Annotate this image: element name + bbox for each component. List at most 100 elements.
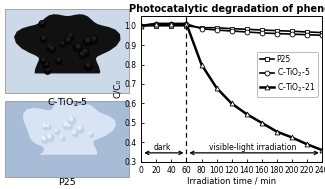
Ellipse shape xyxy=(81,52,84,55)
Ellipse shape xyxy=(45,62,47,65)
Ellipse shape xyxy=(42,136,48,143)
Polygon shape xyxy=(24,98,115,154)
Ellipse shape xyxy=(84,37,92,46)
C-TiO$_2$-5 xyxy=(200,28,203,30)
Ellipse shape xyxy=(42,136,45,140)
Ellipse shape xyxy=(83,49,87,53)
C-TiO$_2$-5 xyxy=(320,34,324,36)
FancyBboxPatch shape xyxy=(6,101,129,177)
Text: dark: dark xyxy=(154,143,171,152)
Ellipse shape xyxy=(73,131,75,133)
C-TiO$_2$-5 xyxy=(275,32,279,35)
Ellipse shape xyxy=(43,124,46,126)
C-TiO$_2$-5 xyxy=(305,34,309,36)
C-TiO$_2$-21 xyxy=(229,102,233,105)
C-TiO$_2$-5 xyxy=(245,31,249,33)
C-TiO$_2$-5 xyxy=(170,23,174,25)
Ellipse shape xyxy=(81,49,89,57)
Ellipse shape xyxy=(61,136,63,138)
Ellipse shape xyxy=(46,67,49,70)
Ellipse shape xyxy=(47,134,51,138)
Ellipse shape xyxy=(68,124,70,126)
Ellipse shape xyxy=(43,62,49,68)
Ellipse shape xyxy=(69,33,72,36)
Polygon shape xyxy=(15,15,120,73)
Ellipse shape xyxy=(47,125,51,129)
C-TiO$_2$-21 xyxy=(320,149,324,151)
Ellipse shape xyxy=(43,124,48,130)
C-TiO$_2$-5 xyxy=(214,29,218,31)
C-TiO$_2$-5 xyxy=(139,25,143,27)
Ellipse shape xyxy=(84,63,92,71)
C-TiO$_2$-21 xyxy=(170,23,174,25)
P25 xyxy=(214,27,218,29)
Ellipse shape xyxy=(73,43,80,50)
Ellipse shape xyxy=(69,117,76,124)
Text: C-TiO$_2$-5: C-TiO$_2$-5 xyxy=(47,96,88,109)
P25 xyxy=(139,25,143,27)
Ellipse shape xyxy=(89,132,91,135)
Ellipse shape xyxy=(55,129,57,131)
Y-axis label: C/C₀: C/C₀ xyxy=(112,79,122,98)
Ellipse shape xyxy=(66,37,70,41)
C-TiO$_2$-5 xyxy=(229,30,233,32)
Ellipse shape xyxy=(47,134,54,142)
C-TiO$_2$-21 xyxy=(139,25,143,27)
P25 xyxy=(170,25,174,27)
Ellipse shape xyxy=(47,124,48,126)
P25 xyxy=(305,31,309,33)
P25 xyxy=(245,28,249,30)
Ellipse shape xyxy=(46,45,52,51)
C-TiO$_2$-21 xyxy=(200,64,203,66)
Ellipse shape xyxy=(68,125,72,129)
Ellipse shape xyxy=(41,36,46,43)
Ellipse shape xyxy=(61,42,64,44)
Line: C-TiO$_2$-5: C-TiO$_2$-5 xyxy=(139,21,324,38)
P25 xyxy=(260,29,264,31)
Ellipse shape xyxy=(92,37,95,40)
FancyBboxPatch shape xyxy=(6,9,129,93)
P25 xyxy=(154,25,158,27)
C-TiO$_2$-21 xyxy=(260,122,264,124)
P25 xyxy=(320,31,324,34)
Ellipse shape xyxy=(48,45,51,48)
Ellipse shape xyxy=(49,46,55,53)
Ellipse shape xyxy=(41,21,44,24)
Ellipse shape xyxy=(67,33,74,40)
P25 xyxy=(200,27,203,29)
P25 xyxy=(275,29,279,32)
Ellipse shape xyxy=(74,44,82,52)
Title: Photocatalytic degradation of phenol: Photocatalytic degradation of phenol xyxy=(129,4,325,14)
Ellipse shape xyxy=(57,58,60,61)
P25 xyxy=(185,25,188,27)
Ellipse shape xyxy=(75,43,78,46)
Text: visible-light irradiation: visible-light irradiation xyxy=(209,143,296,152)
C-TiO$_2$-21 xyxy=(154,23,158,25)
Ellipse shape xyxy=(69,117,72,121)
Ellipse shape xyxy=(60,43,65,47)
Legend: P25, C-TiO$_2$-5, C-TiO$_2$-21: P25, C-TiO$_2$-5, C-TiO$_2$-21 xyxy=(257,52,318,97)
Ellipse shape xyxy=(73,131,78,137)
Ellipse shape xyxy=(86,63,90,67)
C-TiO$_2$-5 xyxy=(290,33,294,35)
Line: P25: P25 xyxy=(139,23,324,35)
Ellipse shape xyxy=(42,36,45,39)
C-TiO$_2$-5 xyxy=(185,23,188,25)
Line: C-TiO$_2$-21: C-TiO$_2$-21 xyxy=(139,21,324,152)
C-TiO$_2$-21 xyxy=(245,113,249,115)
Ellipse shape xyxy=(79,52,85,58)
Ellipse shape xyxy=(41,59,46,64)
P25 xyxy=(229,28,233,30)
Ellipse shape xyxy=(64,122,67,125)
Text: P25: P25 xyxy=(58,178,76,187)
Ellipse shape xyxy=(85,38,90,42)
Ellipse shape xyxy=(61,137,65,141)
Ellipse shape xyxy=(55,130,59,134)
Ellipse shape xyxy=(89,133,93,137)
Ellipse shape xyxy=(39,21,46,27)
X-axis label: Irradiation time / min: Irradiation time / min xyxy=(187,177,276,186)
Ellipse shape xyxy=(45,67,51,74)
C-TiO$_2$-21 xyxy=(214,87,218,89)
Ellipse shape xyxy=(50,46,53,49)
Ellipse shape xyxy=(56,58,61,64)
